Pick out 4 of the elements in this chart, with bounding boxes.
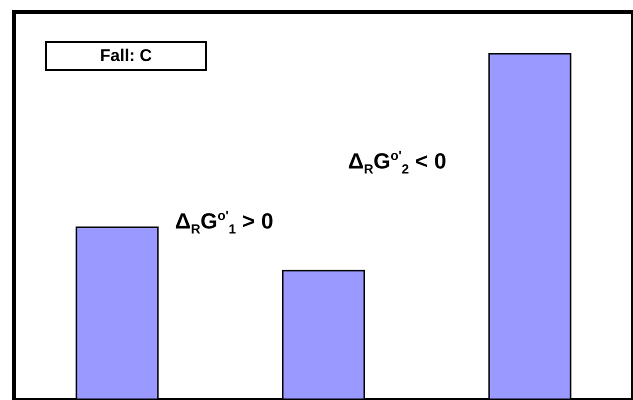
annotation: Fall: C [100,46,152,65]
annotation: Δ$_{R}$G$^{o'}$$_{2}$ < 0 [348,148,446,177]
annotation: Δ$_{R}$G$^{o'}$$_{1}$ > 0 [175,208,274,237]
label-frame: Fall: C [45,41,207,71]
